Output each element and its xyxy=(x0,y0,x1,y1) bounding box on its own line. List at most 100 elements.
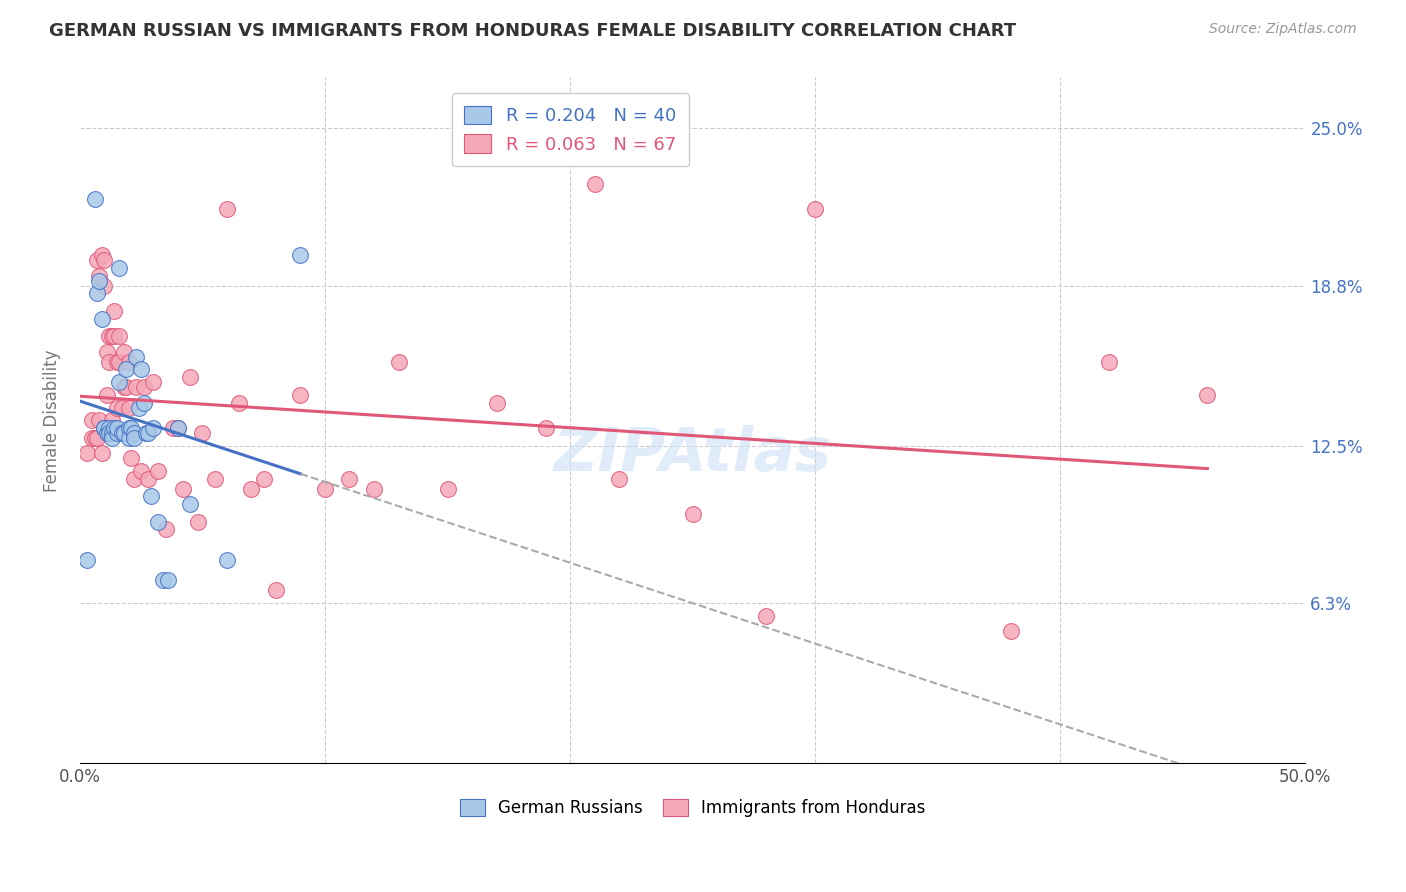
Point xyxy=(118,401,141,415)
Point xyxy=(83,431,105,445)
Point xyxy=(215,553,238,567)
Point xyxy=(86,431,108,445)
Point xyxy=(1098,355,1121,369)
Point xyxy=(436,482,458,496)
Point xyxy=(138,472,160,486)
Point xyxy=(583,177,606,191)
Point xyxy=(86,286,108,301)
Point xyxy=(135,425,157,440)
Point xyxy=(82,413,104,427)
Point xyxy=(90,248,112,262)
Point xyxy=(125,380,148,394)
Point xyxy=(86,253,108,268)
Point xyxy=(167,421,190,435)
Point xyxy=(108,355,131,369)
Point xyxy=(607,472,630,486)
Point xyxy=(115,380,138,394)
Legend: German Russians, Immigrants from Honduras: German Russians, Immigrants from Hondura… xyxy=(453,792,932,823)
Point xyxy=(90,446,112,460)
Point xyxy=(122,425,145,440)
Point xyxy=(186,515,208,529)
Point xyxy=(108,375,131,389)
Point xyxy=(122,431,145,445)
Point xyxy=(139,490,162,504)
Point xyxy=(682,508,704,522)
Point xyxy=(290,388,312,402)
Point xyxy=(105,355,128,369)
Point xyxy=(204,472,226,486)
Point xyxy=(96,388,118,402)
Point xyxy=(93,421,115,435)
Point xyxy=(128,401,150,415)
Point xyxy=(98,355,121,369)
Point xyxy=(105,401,128,415)
Point xyxy=(240,482,263,496)
Point xyxy=(485,395,508,409)
Point xyxy=(100,431,122,445)
Text: GERMAN RUSSIAN VS IMMIGRANTS FROM HONDURAS FEMALE DISABILITY CORRELATION CHART: GERMAN RUSSIAN VS IMMIGRANTS FROM HONDUR… xyxy=(49,22,1017,40)
Point xyxy=(110,425,132,440)
Point xyxy=(148,515,170,529)
Point xyxy=(105,425,128,440)
Point xyxy=(155,523,177,537)
Point xyxy=(118,355,141,369)
Point xyxy=(172,482,194,496)
Point xyxy=(120,421,142,435)
Point xyxy=(804,202,827,217)
Point xyxy=(264,583,287,598)
Point xyxy=(167,421,190,435)
Point xyxy=(122,472,145,486)
Point xyxy=(162,421,184,435)
Point xyxy=(120,451,142,466)
Point xyxy=(1197,388,1219,402)
Point xyxy=(314,482,336,496)
Point xyxy=(115,362,138,376)
Point xyxy=(103,421,125,435)
Point xyxy=(125,350,148,364)
Point xyxy=(108,329,131,343)
Point xyxy=(112,425,135,440)
Point xyxy=(152,574,174,588)
Point xyxy=(98,421,121,435)
Point xyxy=(253,472,276,486)
Point xyxy=(98,425,121,440)
Point xyxy=(103,304,125,318)
Point xyxy=(363,482,385,496)
Point xyxy=(132,380,155,394)
Point xyxy=(215,202,238,217)
Point xyxy=(339,472,361,486)
Point xyxy=(83,192,105,206)
Point xyxy=(89,268,111,283)
Point xyxy=(142,421,165,435)
Point xyxy=(142,375,165,389)
Point xyxy=(228,395,250,409)
Point xyxy=(118,431,141,445)
Point xyxy=(103,329,125,343)
Point xyxy=(129,464,152,478)
Y-axis label: Female Disability: Female Disability xyxy=(44,349,60,491)
Point xyxy=(118,421,141,435)
Point xyxy=(98,329,121,343)
Point xyxy=(93,278,115,293)
Point xyxy=(89,413,111,427)
Point xyxy=(100,425,122,440)
Point xyxy=(112,344,135,359)
Point xyxy=(100,413,122,427)
Point xyxy=(138,425,160,440)
Point xyxy=(90,311,112,326)
Text: Source: ZipAtlas.com: Source: ZipAtlas.com xyxy=(1209,22,1357,37)
Point xyxy=(93,253,115,268)
Point xyxy=(96,344,118,359)
Point xyxy=(157,574,180,588)
Point xyxy=(96,425,118,440)
Text: ZIPAtlas: ZIPAtlas xyxy=(554,425,831,484)
Point xyxy=(179,370,201,384)
Point xyxy=(108,260,131,275)
Point xyxy=(755,608,778,623)
Point xyxy=(534,421,557,435)
Point xyxy=(179,497,201,511)
Point xyxy=(1000,624,1022,638)
Point xyxy=(129,362,152,376)
Point xyxy=(290,248,312,262)
Point xyxy=(110,401,132,415)
